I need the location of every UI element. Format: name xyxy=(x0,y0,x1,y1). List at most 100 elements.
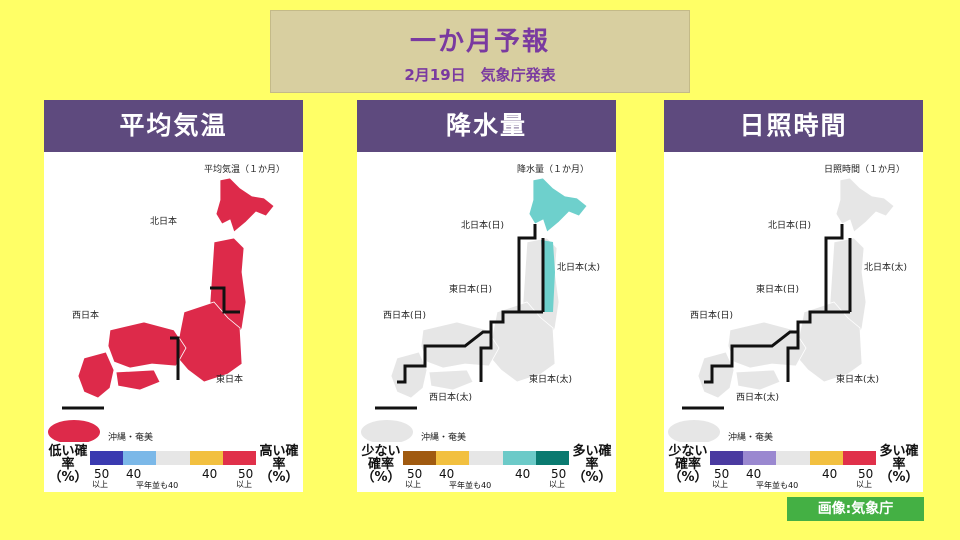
map-title: 日照時間（１か月） xyxy=(824,164,905,175)
legend-mid-text: 平年並も40 xyxy=(449,481,492,490)
precipitation-map: 降水量（１か月） 北日本(日) 北日本(太) 東日本(日) 西日本(日) 東日本… xyxy=(361,163,600,442)
region-label: 東日本(太) xyxy=(529,373,572,385)
legend-number: 50 xyxy=(238,467,254,481)
region-boundary xyxy=(517,224,543,314)
shikoku-region xyxy=(428,369,474,391)
legend-swatch xyxy=(809,451,843,465)
legend-right-label: 多い確率（%） xyxy=(572,444,612,485)
region-boundary xyxy=(479,332,493,382)
panel-heading: 日照時間 xyxy=(664,100,923,152)
panel-precipitation: 降水量 降水量（１か月） 北日本(日) 北日本(太) 東日本(日) 西日本(日)… xyxy=(357,100,616,492)
legend-swatch xyxy=(842,451,877,465)
legend-swatch xyxy=(743,451,777,465)
temperature-map: 平均気温（１か月） 北日本 西日本 東日本 沖縄・奄美 xyxy=(48,163,285,442)
legend-swatch xyxy=(710,451,744,465)
legend-subtext: 以上 xyxy=(236,480,252,489)
okinawa-region xyxy=(668,420,720,442)
region-label: 西日本(太) xyxy=(736,391,779,403)
legend-right-label: 高い確率（%） xyxy=(259,444,299,485)
legend-number: 50 xyxy=(407,467,423,481)
legend-right-label: 多い確率（%） xyxy=(879,444,919,485)
region-label: 東日本(日) xyxy=(449,283,492,295)
legend-swatch xyxy=(502,451,536,465)
legend-swatch xyxy=(776,451,810,465)
legend-number: 40 xyxy=(202,467,218,481)
legend-number: 40 xyxy=(822,467,838,481)
region-label: 東日本(太) xyxy=(836,373,879,385)
hokkaido-region xyxy=(835,177,895,233)
shikoku-region xyxy=(115,369,161,391)
image-credit: 画像:気象庁 xyxy=(787,497,924,521)
legend-number: 40 xyxy=(126,467,142,481)
region-label: 西日本(日) xyxy=(690,309,733,321)
region-label: 沖縄・奄美 xyxy=(728,431,773,442)
legend-swatch xyxy=(222,451,257,465)
legend-swatch xyxy=(90,451,124,465)
region-label: 西日本(太) xyxy=(429,391,472,403)
legend-subtext: 以上 xyxy=(712,480,728,489)
page-title: 一か月予報 xyxy=(409,27,550,57)
legend-swatch xyxy=(403,451,437,465)
legend-number: 50 xyxy=(94,467,110,481)
map-title: 降水量（１か月） xyxy=(517,163,589,175)
region-label: 北日本(日) xyxy=(461,219,504,231)
region-boundary xyxy=(397,310,519,384)
shikoku-region xyxy=(735,369,781,391)
legend-number: 50 xyxy=(858,467,874,481)
region-label: 西日本 xyxy=(72,309,99,321)
kyushu-region xyxy=(77,351,115,399)
region-label: 西日本(日) xyxy=(383,309,426,321)
legend-left-label: 少ない確率（%） xyxy=(668,444,708,485)
legend-swatch xyxy=(156,451,190,465)
region-boundary xyxy=(704,310,826,384)
region-boundary xyxy=(170,336,180,380)
region-boundary xyxy=(210,286,240,314)
legend-swatch xyxy=(189,451,223,465)
legend-swatch xyxy=(469,451,503,465)
region-label: 東日本(日) xyxy=(756,283,799,295)
legend-number: 40 xyxy=(746,467,762,481)
legend-bar xyxy=(710,451,877,465)
panel-heading: 平均気温 xyxy=(44,100,303,152)
region-label: 沖縄・奄美 xyxy=(108,431,153,442)
page-subtitle: 2月19日 気象庁発表 xyxy=(404,66,556,84)
region-label: 北日本 xyxy=(150,215,177,227)
legend-left-label: 少ない確率（%） xyxy=(361,444,401,485)
title-box: 一か月予報 2月19日 気象庁発表 xyxy=(270,10,690,93)
panel-heading: 降水量 xyxy=(357,100,616,152)
panel-sunshine: 日照時間 日照時間（１か月） 北日本(日) 北日本(太) 東日本(日) 西日本(… xyxy=(664,100,923,492)
legend-subtext: 以上 xyxy=(405,480,421,489)
legend-number: 40 xyxy=(439,467,455,481)
region-label: 北日本(太) xyxy=(864,261,907,273)
region-label: 沖縄・奄美 xyxy=(421,431,466,442)
okinawa-region xyxy=(361,420,413,442)
region-label: 北日本(日) xyxy=(768,219,811,231)
hokkaido-region xyxy=(215,177,275,233)
legend-swatch xyxy=(436,451,470,465)
legend-number: 50 xyxy=(551,467,567,481)
legend-number: 50 xyxy=(714,467,730,481)
kyushu-region xyxy=(697,351,735,399)
map-title: 平均気温（１か月） xyxy=(204,163,285,175)
legend-swatch xyxy=(535,451,570,465)
legend-subtext: 以上 xyxy=(856,480,872,489)
legend-number: 40 xyxy=(515,467,531,481)
region-label: 東日本 xyxy=(216,373,243,385)
hokkaido-region xyxy=(528,177,588,233)
legend-bar xyxy=(90,451,257,465)
legend-bar xyxy=(403,451,570,465)
kyushu-region xyxy=(390,351,428,399)
region-label: 北日本(太) xyxy=(557,261,600,273)
legend-mid-text: 平年並も40 xyxy=(136,481,179,490)
legend: 低い確率（%） 高い確率（%） 50 40 40 50 以上 以上 平年並も40 xyxy=(44,443,303,492)
legend-left-label: 低い確率（%） xyxy=(48,444,88,485)
okinawa-region xyxy=(48,420,100,442)
region-boundary xyxy=(786,332,800,382)
legend-subtext: 以上 xyxy=(92,480,108,489)
panel-temperature: 平均気温 平均気温（１か月） 北日本 西日本 東日本 沖縄・奄美 低い確率（%） xyxy=(44,100,303,492)
legend: 少ない確率（%） 多い確率（%） 50 40 40 50 以上 以上 平年並も4… xyxy=(357,443,616,492)
west-japan-region xyxy=(107,321,187,369)
sunshine-map: 日照時間（１か月） 北日本(日) 北日本(太) 東日本(日) 西日本(日) 東日… xyxy=(668,164,907,442)
legend-swatch xyxy=(123,451,157,465)
legend-subtext: 以上 xyxy=(549,480,565,489)
